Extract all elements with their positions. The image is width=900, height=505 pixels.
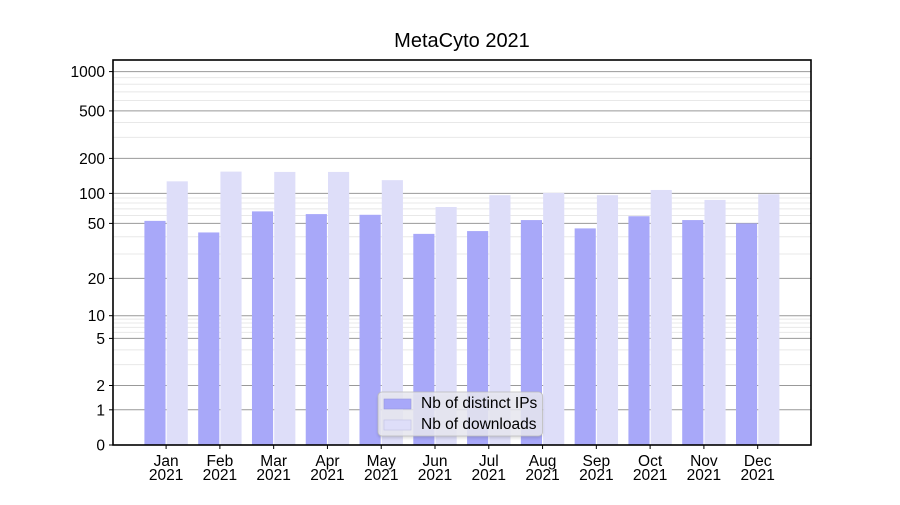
svg-text:2: 2 xyxy=(96,378,105,395)
svg-text:1000: 1000 xyxy=(71,64,106,81)
svg-text:2021: 2021 xyxy=(364,467,398,484)
svg-text:2021: 2021 xyxy=(472,467,506,484)
svg-text:10: 10 xyxy=(88,308,106,325)
svg-text:100: 100 xyxy=(79,186,105,203)
svg-text:2021: 2021 xyxy=(687,467,721,484)
svg-text:20: 20 xyxy=(88,271,106,288)
svg-text:2021: 2021 xyxy=(203,467,237,484)
svg-text:2021: 2021 xyxy=(740,467,774,484)
svg-text:2021: 2021 xyxy=(310,467,344,484)
svg-text:2021: 2021 xyxy=(579,467,613,484)
svg-text:5: 5 xyxy=(96,331,105,348)
svg-text:500: 500 xyxy=(79,103,105,120)
svg-text:2021: 2021 xyxy=(633,467,667,484)
svg-text:200: 200 xyxy=(79,151,105,168)
svg-text:1: 1 xyxy=(96,402,105,419)
svg-text:0: 0 xyxy=(96,438,105,455)
svg-text:50: 50 xyxy=(88,216,106,233)
svg-text:2021: 2021 xyxy=(149,467,183,484)
svg-text:Nb of distinct IPs: Nb of distinct IPs xyxy=(421,395,538,412)
svg-text:2021: 2021 xyxy=(525,467,559,484)
svg-text:MetaCyto 2021: MetaCyto 2021 xyxy=(394,30,530,52)
svg-text:2021: 2021 xyxy=(256,467,290,484)
svg-text:2021: 2021 xyxy=(418,467,452,484)
svg-text:Nb of downloads: Nb of downloads xyxy=(421,416,537,433)
